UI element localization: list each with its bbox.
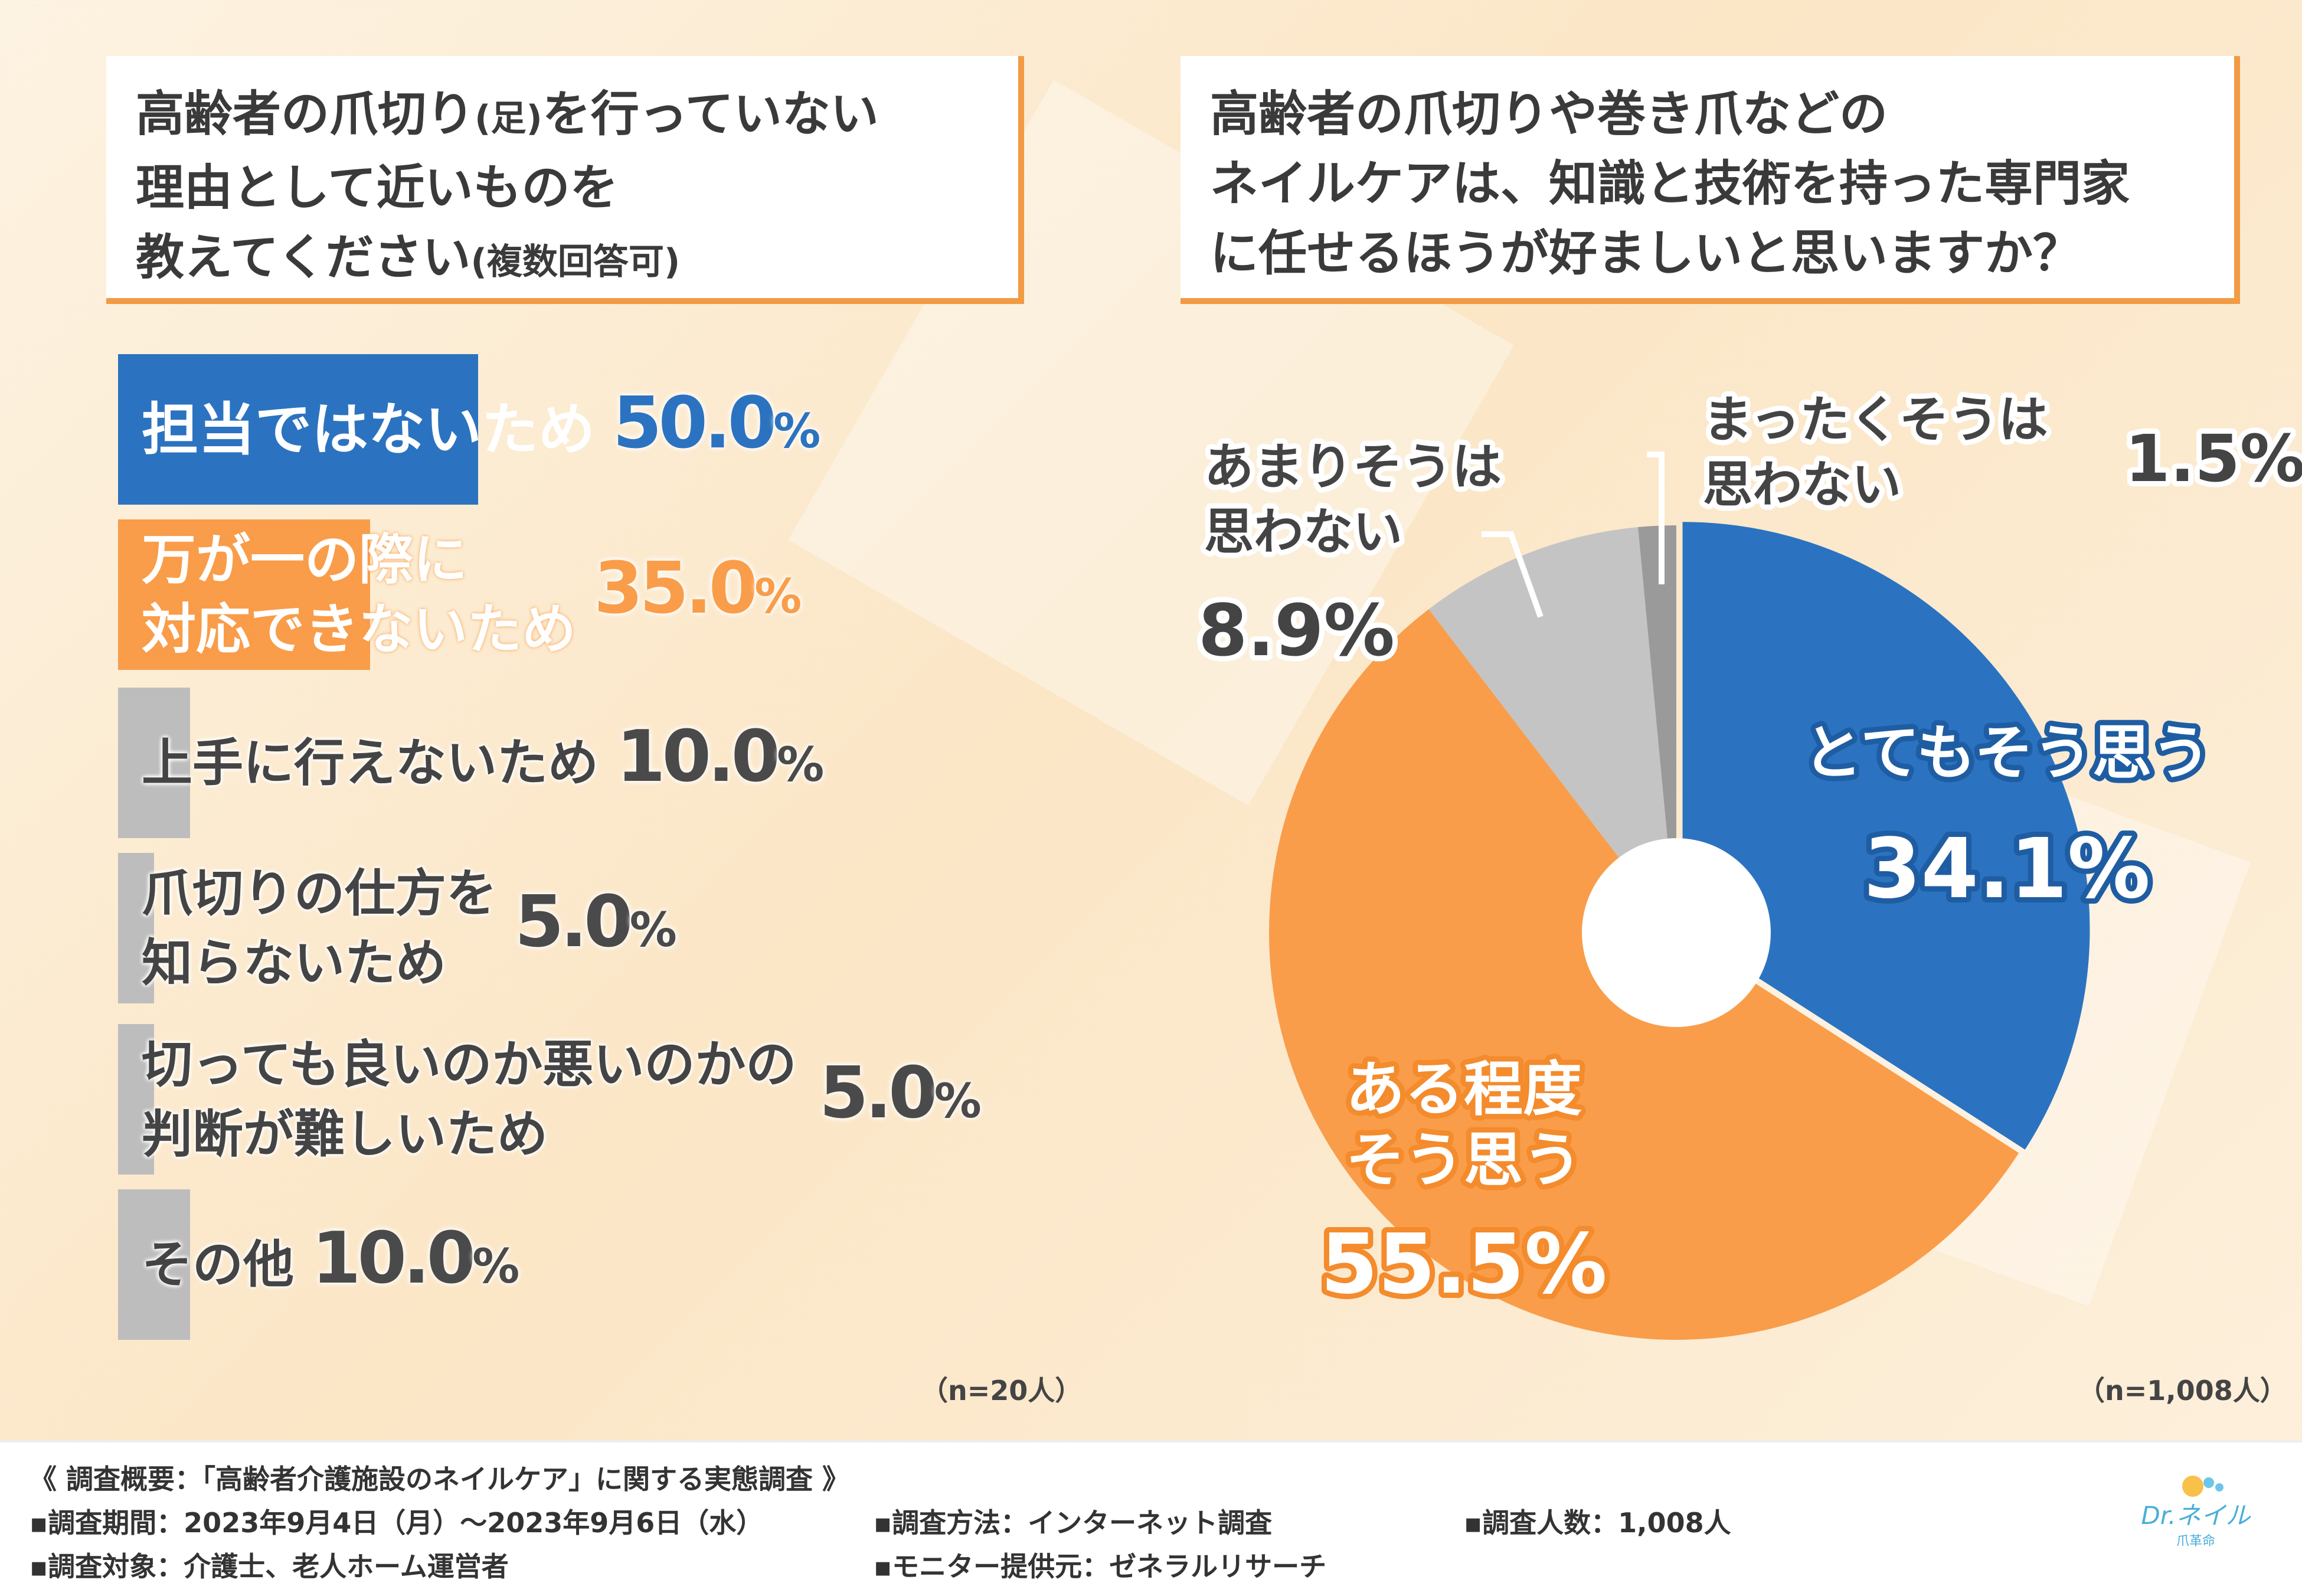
logo-text: Dr.ネイル [2141,1501,2251,1530]
bar-label-line: その他 [142,1235,294,1294]
bar-value-number: 10.0 [312,1217,476,1300]
question-line: 教えてください [136,230,471,286]
survey-title: 《 調査概要：「高齢者介護施設のネイルケア」に関する実態調査 》 [30,1463,850,1495]
bar-label-line: 判断が難しいため [142,1104,548,1164]
bar [118,688,190,838]
bar-value-label: 10.0% [616,715,824,798]
question-line: に任せるほうが好ましいと思いますか？ [1210,225,2082,282]
bar-value-number: 5.0 [515,881,633,963]
survey-summary: 《 調査概要：「高齢者介護施設のネイルケア」に関する実態調査 》 ▪調査期間：2… [0,1440,2302,1596]
survey-provider: ▪モニター提供元：ゼネラルリサーチ [874,1551,1327,1582]
pie-category-label: まったくそうは [1703,391,2048,449]
bar-label: 万が一の際に 対応できないため [142,525,576,665]
survey-period: ▪調査期間：2023年9月4日（月）～2023年9月6日（水） [30,1507,764,1539]
bar [118,1189,190,1340]
brand-logo: Dr.ネイル 爪革命 [2141,1476,2251,1549]
bar-chart-sample-size: （n=20人） [921,1375,1083,1407]
pie-category-label: 思わない [1703,456,1901,514]
bar-value-label: 50.0% [613,382,820,465]
bar-value-label: 5.0% [819,1052,982,1134]
survey-count: ▪調査人数：1,008人 [1464,1507,1731,1539]
logo-subtext: 爪革命 [2176,1534,2215,1549]
bar-label: 爪切りの仕方を 知らないため [142,859,497,998]
bar-value-percent: % [629,902,677,957]
bar-value-percent: % [773,403,820,459]
logo-mark-icon [2182,1476,2203,1497]
survey-target: ▪調査対象：介護士、老人ホーム運営者 [30,1551,509,1582]
bar [118,354,478,505]
bar-label-line: 担当ではないため [142,396,595,463]
leader-line [1647,452,1665,584]
pie-category-label: そう思う [1346,1126,1582,1195]
question-line: ネイルケアは、知識と技術を持った専門家 [1210,156,2130,212]
logo-dot-icon [2203,1477,2214,1488]
pie-slice [1682,522,2090,1150]
bar-chart-question: 高齢者の爪切り(足)を行っていない 理由として近いものを 教えてください(複数回… [106,56,1024,304]
bar-value-label: 10.0% [312,1217,519,1300]
question-line: を行っていない [542,86,879,142]
bar-value-percent: % [934,1073,982,1129]
pie-value-label: 34.1% [1863,821,2150,917]
pie-value-label: 55.5% [1320,1216,1607,1313]
bar-value-percent: % [777,737,824,792]
leader-line [1482,531,1544,618]
pie-category-label: 思わない [1204,503,1402,561]
bar-label-line: 知らないため [142,933,446,993]
bar-value-percent: % [754,568,802,624]
bar-label: 担当ではないため [142,395,595,465]
pie-chart-question: 高齢者の爪切りや巻き爪などの ネイルケアは、知識と技術を持った専門家 に任せるほ… [1181,56,2240,304]
bar-label: 上手に行えないため [142,728,599,798]
question-note: (複数回答可) [470,241,681,283]
pie-chart: とてもそう思う34.1%ある程度そう思う55.5%あまりそうは思わない8.9%ま… [1198,391,2302,1340]
bar-value-number: 10.0 [616,715,780,798]
pie-chart-sample-size: （n=1,008人） [2078,1375,2287,1407]
question-note: (足) [475,98,542,139]
bar [118,853,154,1003]
bar-label: 切っても良いのか悪いのかの 判断が難しいため [142,1030,796,1169]
pie-category-label: とてもそう思う [1803,718,2211,787]
question-line: 理由として近いものを [136,160,619,216]
bar-value-label: 5.0% [515,881,677,963]
bar-label-line: 切っても良いのか悪いのかの [142,1035,797,1094]
pie-slice [1638,525,1676,933]
bar [118,519,370,670]
bar-value-number: 5.0 [819,1052,938,1134]
logo-dot-icon [2215,1483,2223,1492]
bar-value-label: 35.0% [594,547,802,630]
bar-value-number: 50.0 [613,382,777,465]
pie-category-label: ある程度 [1346,1055,1582,1124]
bar [118,1024,154,1175]
bar-label: その他 [142,1230,294,1300]
survey-method: ▪調査方法：インターネット調査 [874,1507,1273,1539]
bar-value-percent: % [472,1238,519,1294]
donut-hole [1582,838,1771,1027]
bar-label-line: 対応できないため [142,597,577,661]
pie-value-label: 1.5% [2125,421,2302,496]
bar-label-line: 万が一の際に [142,528,468,591]
pie-slice [1428,527,1676,933]
bar-label-line: 上手に行えないため [142,733,599,793]
bar-value-number: 35.0 [594,547,758,630]
pie-value-label: 8.9% [1198,590,1395,672]
question-line: 高齢者の爪切り [136,86,475,142]
bar-label-line: 爪切りの仕方を [142,864,497,923]
pie-category-label: あまりそうは [1204,438,1502,496]
question-line: 高齢者の爪切りや巻き爪などの [1210,86,1888,142]
